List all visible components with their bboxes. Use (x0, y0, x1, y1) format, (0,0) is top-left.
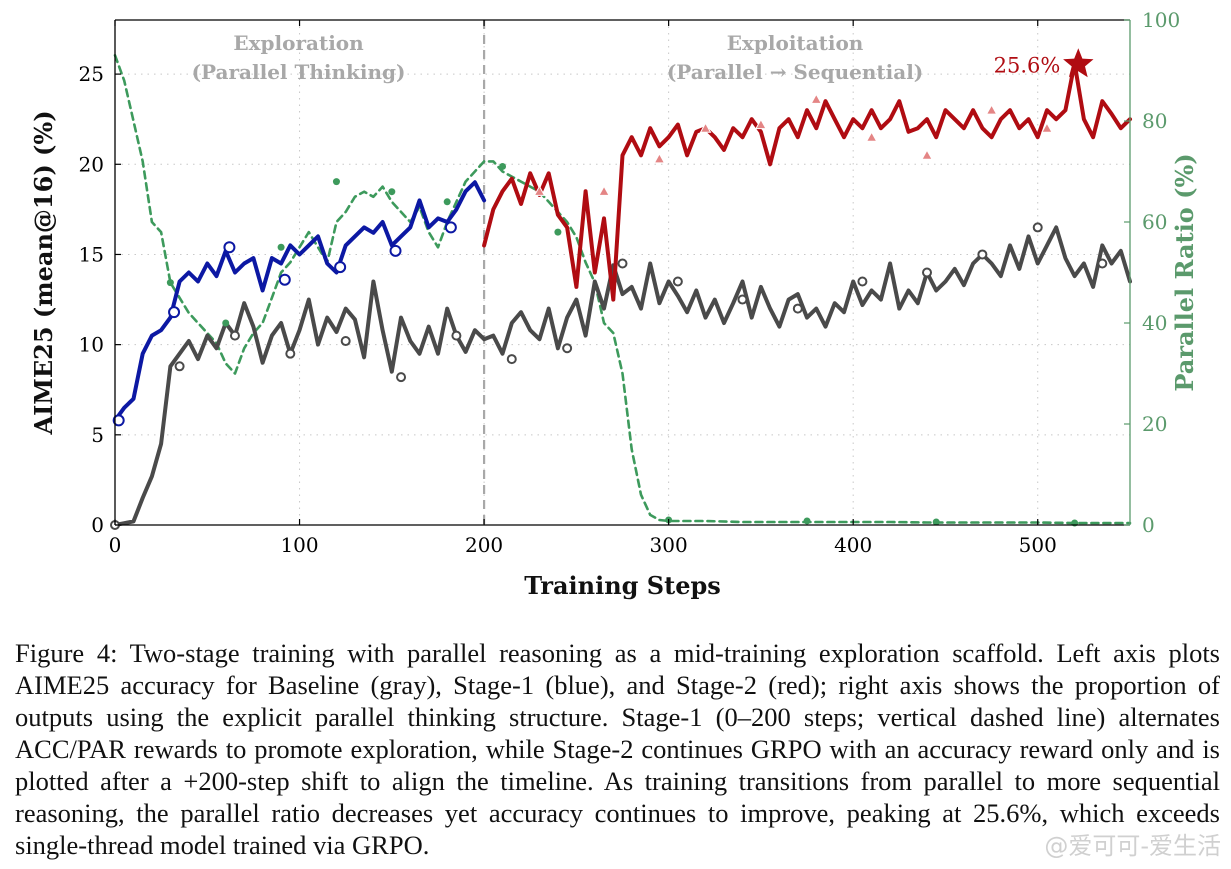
marker-baseline (1032, 222, 1043, 233)
x-tick-label: 400 (834, 533, 872, 557)
ticks (114, 19, 1130, 526)
region-label-title: Exploitation (727, 31, 864, 55)
marker-baseline (737, 294, 748, 305)
y-tick-label: 25 (79, 62, 104, 86)
y2-tick-label: 40 (1142, 311, 1167, 335)
y-tick-label: 0 (91, 513, 104, 537)
marker-baseline (1097, 258, 1108, 269)
marker-ratio (554, 228, 562, 236)
marker-baseline (340, 336, 351, 347)
marker-baseline (562, 343, 573, 354)
x-axis-title: Training Steps (524, 571, 721, 600)
marker-ratio (443, 198, 451, 206)
marker-baseline (792, 303, 803, 314)
marker-stage1 (112, 414, 125, 427)
y2-axis-title: Parallel Ratio (%) (1170, 153, 1199, 391)
marker-stage2 (533, 185, 546, 196)
marker-stage1 (168, 306, 181, 319)
marker-ratio (332, 178, 340, 186)
marker-ratio (166, 279, 174, 287)
series-group (110, 48, 1132, 530)
figure-caption: Figure 4: Two-stage training with parall… (15, 638, 1220, 860)
marker-stage2 (810, 93, 823, 104)
y-tick-label: 15 (79, 242, 104, 266)
peak-star-icon (1063, 48, 1094, 78)
y2-tick-label: 20 (1142, 412, 1167, 436)
chart-svg: 25.6% 0 100 200 300 400 500 0 5 10 15 20 25 0 20 40 60 80… (29, 8, 1199, 600)
marker-ratio (388, 188, 396, 196)
marker-stage2 (921, 149, 933, 160)
y-axis-title: AIME25 (mean@16) (%) (29, 110, 58, 435)
marker-ratio (932, 518, 940, 526)
region-label-subtitle: (Parallel Thinking) (192, 60, 406, 84)
series-line-baseline (113, 225, 1132, 527)
marker-baseline (174, 361, 185, 372)
marker-stage1 (223, 241, 236, 254)
x-tick-label: 100 (280, 533, 318, 557)
series-line-stage1 (113, 180, 487, 423)
marker-ratio (499, 162, 507, 170)
marker-stage1 (444, 221, 457, 234)
x-tick-label: 200 (465, 533, 503, 557)
marker-baseline (396, 372, 407, 383)
marker-stage1 (389, 244, 402, 257)
x-tick-label: 0 (109, 533, 122, 557)
marker-baseline (922, 267, 932, 278)
series-line-stage2 (482, 61, 1132, 302)
marker-stage2 (1041, 122, 1053, 133)
marker-baseline (285, 348, 296, 359)
marker-baseline (506, 354, 517, 365)
y-tick-label: 10 (79, 333, 104, 357)
marker-baseline (672, 276, 683, 287)
x-tick-label: 300 (650, 533, 688, 557)
marker-ratio (277, 243, 285, 251)
marker-stage2 (755, 118, 767, 130)
marker-baseline (451, 330, 462, 341)
region-label-subtitle: (Parallel → Sequential) (667, 60, 923, 84)
marker-stage1 (334, 261, 347, 274)
labels: 25.6% 0 100 200 300 400 500 0 5 10 15 20 25 0 20 40 60 80… (29, 8, 1199, 600)
marker-stage2 (985, 104, 998, 115)
marker-stage2 (653, 152, 666, 164)
y2-tick-label: 60 (1142, 210, 1167, 234)
plot-frame (114, 19, 1131, 526)
y2-tick-label: 80 (1142, 109, 1167, 133)
x-tick-label: 500 (1019, 533, 1057, 557)
y-tick-label: 5 (91, 423, 104, 447)
peak-label: 25.6% (994, 53, 1061, 77)
marker-baseline (977, 249, 988, 260)
watermark: @爱可可-爱生活 (1044, 832, 1221, 860)
y2-tick-label: 100 (1142, 8, 1180, 32)
marker-ratio (222, 319, 230, 327)
region-label-title: Exploration (233, 31, 364, 55)
marker-stage1 (278, 273, 291, 286)
marker-stage2 (598, 185, 610, 196)
marker-baseline (617, 258, 628, 269)
y-tick-label: 20 (79, 152, 104, 176)
marker-baseline (857, 276, 868, 287)
marker-ratio (803, 517, 811, 525)
marker-stage2 (699, 122, 712, 133)
marker-baseline (229, 330, 240, 341)
marker-stage2 (865, 131, 878, 142)
y2-tick-label: 0 (1142, 513, 1155, 537)
